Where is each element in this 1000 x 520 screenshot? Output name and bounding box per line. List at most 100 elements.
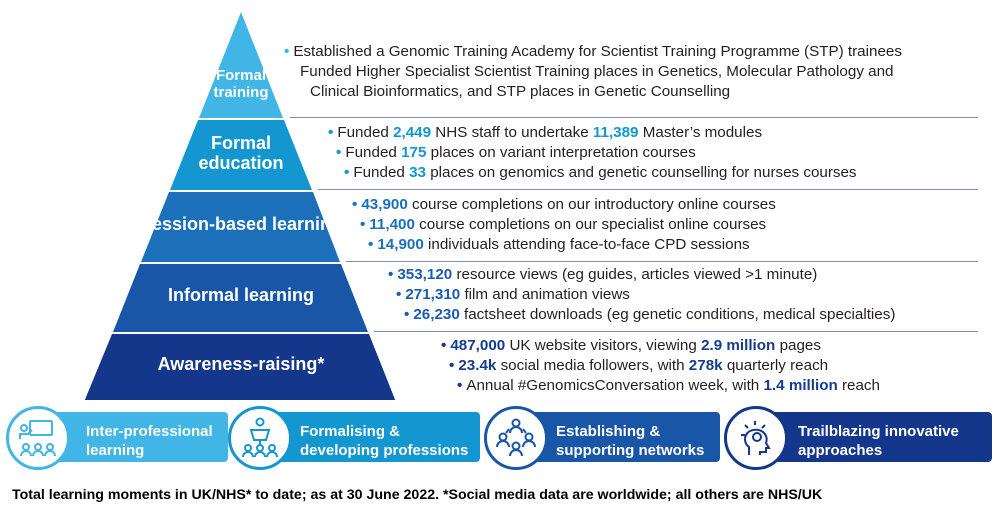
bullet-dot: • xyxy=(396,286,402,303)
theme-label: Establishing & supporting networks xyxy=(556,422,704,460)
bullet-line: • Funded 33 places on genomics and geneti… xyxy=(328,163,857,183)
tier-label-line: Formal xyxy=(210,133,271,153)
tier-label-line: Informal learning xyxy=(167,285,315,305)
tier-bullets-awareness-raising: • 487,000 UK website visitors, viewing 2.… xyxy=(441,336,880,396)
bullet-dot: • xyxy=(360,216,366,233)
theme-label-line: approaches xyxy=(798,442,883,459)
bullet-text: UK website visitors, viewing xyxy=(505,337,702,354)
bullet-dot: • xyxy=(352,196,358,213)
tier-label-formal-training: Formal training xyxy=(196,67,286,102)
highlight-number: 33 xyxy=(409,164,426,181)
bullet-line: • 487,000 UK website visitors, viewing 2.… xyxy=(441,336,880,356)
separator-line xyxy=(290,117,978,118)
highlight-number: 26,230 xyxy=(413,306,460,323)
bullet-text: reach xyxy=(837,377,880,394)
pyramid xyxy=(84,12,396,400)
tier-label-line: training xyxy=(213,83,269,101)
bullet-dot: • xyxy=(388,266,394,283)
tier-label-awareness-raising: Awareness-raising* xyxy=(126,354,356,374)
theme-bar xyxy=(514,412,720,462)
pyramid-tier-informal-learning xyxy=(113,264,368,332)
tier-label-line: Awareness-raising* xyxy=(157,354,325,374)
theme-label: Formalising & developing professions xyxy=(300,422,468,460)
bullet-text: course completions on our specialist onl… xyxy=(414,216,767,233)
highlight-number: 353,120 xyxy=(397,266,453,283)
bullet-dot: • xyxy=(441,337,447,354)
bullet-text: places on variant interpretation courses xyxy=(426,144,696,161)
bullet-line: • Funded 2,449 NHS staff to undertake 11,… xyxy=(328,123,857,143)
bullet-line: • Established a Genomic Training Academy … xyxy=(284,42,902,62)
highlight-number: 11,400 xyxy=(369,216,415,233)
bullet-line: • 353,120 resource views (eg guides, arti… xyxy=(388,265,895,285)
bullet-text: factsheet downloads (eg genetic conditio… xyxy=(459,306,896,323)
bullet-text: pages xyxy=(775,337,821,354)
bullet-text: Clinical Bioinformatics, and STP places … xyxy=(310,83,731,100)
bullet-line: • 271,310 film and animation views xyxy=(388,285,895,305)
tier-bullets-session-based-learning: • 43,900 course completions on our introd… xyxy=(352,195,776,255)
bullet-text: Funded xyxy=(345,144,402,161)
bullet-line: • 14,900 individuals attending face-to-fa… xyxy=(352,235,776,255)
bullet-text: course completions on our introductory o… xyxy=(407,196,776,213)
lectern-audience-icon xyxy=(228,406,292,470)
theme-label-line: Trailblazing innovative xyxy=(798,423,959,440)
lightbulb-head-icon xyxy=(724,406,788,470)
theme-inter-professional-learning: Inter-professional learning xyxy=(6,406,228,470)
bullet-text: Established a Genomic Training Academy f… xyxy=(293,43,902,60)
tier-label-informal-learning: Informal learning xyxy=(126,285,356,305)
separator-line xyxy=(346,261,978,262)
highlight-number: 175 xyxy=(401,144,427,161)
highlight-number: 487,000 xyxy=(450,337,506,354)
tier-label-line: Formal xyxy=(215,67,266,84)
tier-label-line: Session-based learning xyxy=(139,214,343,234)
bullet-text: Annual #GenomicsConversation week, with xyxy=(466,377,764,394)
highlight-number: 11,389 xyxy=(592,124,639,141)
bullet-line: • 26,230 factsheet downloads (eg genetic … xyxy=(388,305,895,325)
bullet-line: • 43,900 course completions on our introd… xyxy=(352,195,776,215)
bullet-dot: • xyxy=(404,306,410,323)
theme-label-line: developing professions xyxy=(300,442,469,459)
bullet-text: Master’s modules xyxy=(638,124,763,141)
tier-label-formal-education: Formal education xyxy=(176,133,306,173)
bullet-line: • Funded 175 places on variant interpreta… xyxy=(328,143,857,163)
bullet-line: • 23.4k social media followers, with 278k… xyxy=(441,356,880,376)
bullet-text: individuals attending face-to-face CPD s… xyxy=(423,236,750,253)
theme-label-line: Inter-professional xyxy=(86,423,213,440)
highlight-number: 1.4 million xyxy=(763,377,838,394)
pyramid-tier-formal-education xyxy=(170,120,312,190)
bullet-text: quarterly reach xyxy=(722,357,829,374)
presenter-group-icon xyxy=(6,406,70,470)
highlight-number: 2.9 million xyxy=(701,337,776,354)
tier-bullets-formal-education: • Funded 2,449 NHS staff to undertake 11,… xyxy=(328,123,857,183)
bullet-line: Funded Higher Specialist Scientist Train… xyxy=(284,62,902,82)
bullet-text: NHS staff to undertake xyxy=(431,124,593,141)
pyramid-tier-formal-training xyxy=(199,12,283,118)
bullet-text: places on genomics and genetic counselli… xyxy=(425,164,857,181)
highlight-number: 2,449 xyxy=(393,124,432,141)
highlight-number: 14,900 xyxy=(377,236,424,253)
bullet-dot: • xyxy=(336,144,342,161)
theme-label: Trailblazing innovative approaches xyxy=(798,422,959,460)
theme-label-line: supporting networks xyxy=(556,442,705,459)
footnote: Total learning moments in UK/NHS* to dat… xyxy=(12,487,823,503)
bullet-dot: • xyxy=(344,164,350,181)
highlight-number: 43,900 xyxy=(361,196,408,213)
bullet-text: Funded xyxy=(337,124,394,141)
bullet-line: • 11,400 course completions on our specia… xyxy=(352,215,776,235)
theme-bar xyxy=(258,412,480,462)
theme-label-line: Establishing & xyxy=(556,423,661,440)
network-people-icon xyxy=(484,406,548,470)
theme-label-line: Formalising & xyxy=(300,423,401,440)
bullet-text: social media followers, with xyxy=(496,357,689,374)
tier-label-line: education xyxy=(198,153,284,174)
theme-establishing-supporting-networks: Establishing & supporting networks xyxy=(484,406,720,470)
tier-bullets-formal-training: • Established a Genomic Training Academy … xyxy=(284,42,902,102)
bullet-text: resource views (eg guides, articles view… xyxy=(452,266,818,283)
bullet-dot: • xyxy=(449,357,455,374)
bullet-text: film and animation views xyxy=(460,286,630,303)
bullet-dot: • xyxy=(284,43,290,60)
highlight-number: 23.4k xyxy=(458,357,497,374)
theme-label: Inter-professional learning xyxy=(86,422,213,460)
theme-label-line: learning xyxy=(86,442,145,459)
bullet-line: • Annual #GenomicsConversation week, with… xyxy=(441,376,880,396)
bullet-line: Clinical Bioinformatics, and STP places … xyxy=(284,82,902,102)
